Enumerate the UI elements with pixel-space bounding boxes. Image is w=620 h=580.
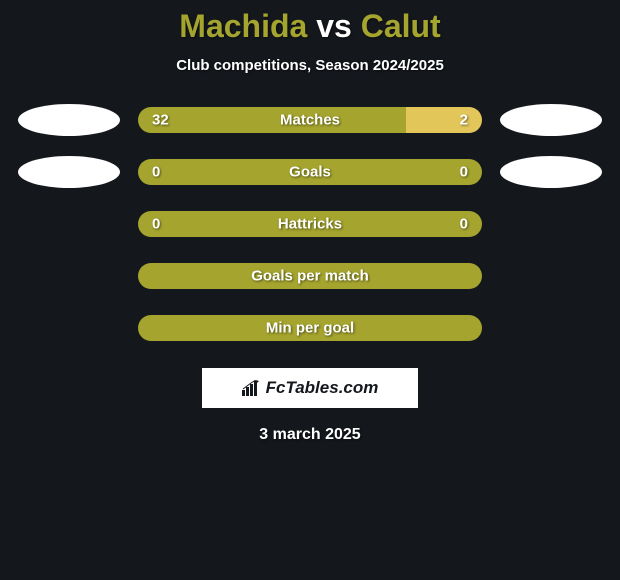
placeholder [500,260,602,292]
stat-row: Goals per match [0,260,620,292]
stat-row: 322Matches [0,104,620,136]
player1-badge [18,104,120,136]
comparison-infographic: Machida vs Calut Club competitions, Seas… [0,0,620,444]
stat-label: Goals [138,164,482,181]
logo-box: FcTables.com [202,368,418,408]
bars-icon [242,380,262,396]
stat-bar: 00Hattricks [138,211,482,237]
placeholder [18,260,120,292]
stat-label: Min per goal [138,320,482,337]
logo-text: FcTables.com [266,378,379,398]
stat-rows: 322Matches 00Goals 00Hattricks Goals per ma… [0,104,620,344]
player2-name: Calut [361,8,441,44]
placeholder [18,312,120,344]
vs-text: vs [316,8,352,44]
subtitle: Club competitions, Season 2024/2025 [0,57,620,74]
placeholder [500,208,602,240]
placeholder [18,208,120,240]
date-text: 3 march 2025 [0,426,620,444]
stat-bar: Goals per match [138,263,482,289]
player2-badge [500,156,602,188]
stat-row: Min per goal [0,312,620,344]
stat-label: Matches [138,112,482,129]
player1-badge [18,156,120,188]
stat-row: 00Goals [0,156,620,188]
player2-badge [500,104,602,136]
stat-bar: 322Matches [138,107,482,133]
page-title: Machida vs Calut [0,8,620,45]
stat-label: Hattricks [138,216,482,233]
placeholder [500,312,602,344]
stat-bar: Min per goal [138,315,482,341]
player1-name: Machida [179,8,307,44]
stat-label: Goals per match [138,268,482,285]
stat-bar: 00Goals [138,159,482,185]
stat-row: 00Hattricks [0,208,620,240]
